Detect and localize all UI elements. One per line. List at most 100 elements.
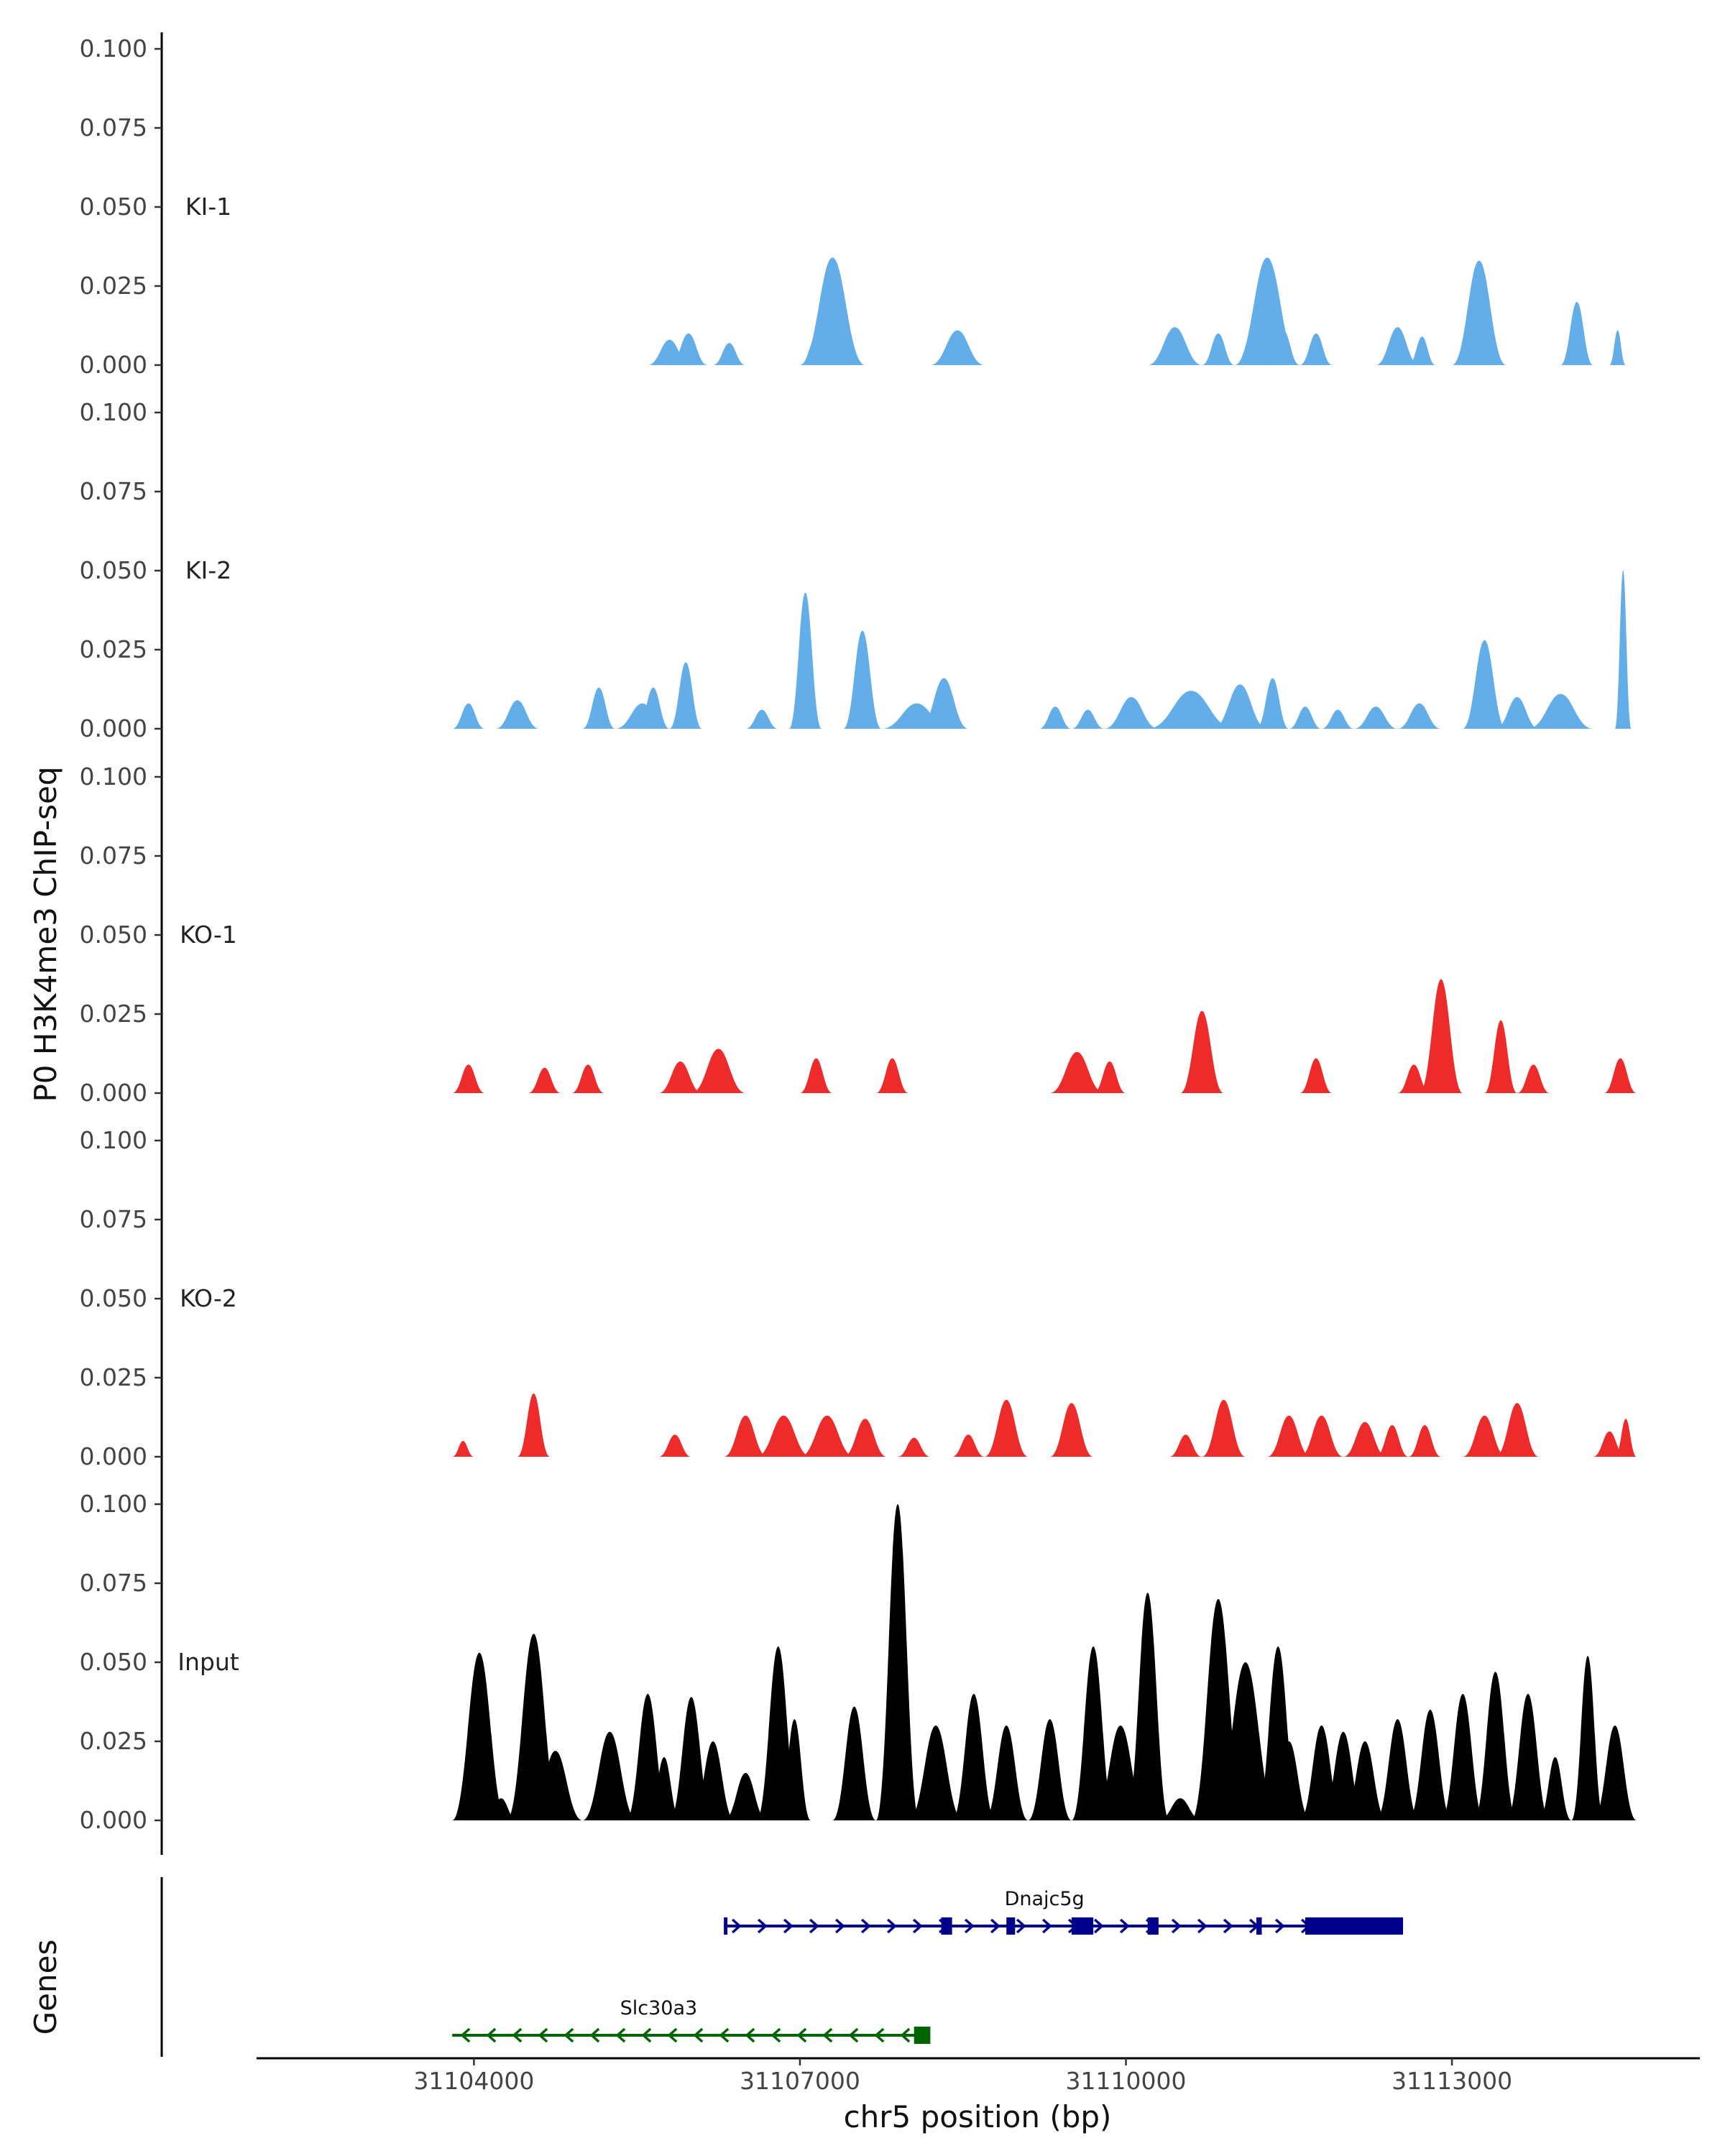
signal-peak <box>452 703 485 729</box>
signal-peak <box>875 1504 920 1820</box>
gene-exon <box>1071 1917 1094 1935</box>
signal-peak <box>1158 1798 1202 1820</box>
signal-peak <box>875 1058 909 1093</box>
track-label: KI-2 <box>185 556 231 584</box>
signal-peak <box>1408 1425 1441 1457</box>
signal-peak <box>1527 694 1593 729</box>
signal-peak <box>1506 1694 1550 1820</box>
gene-exon <box>941 1917 952 1935</box>
signal-peak <box>1147 691 1235 729</box>
signal-peak <box>984 1726 1029 1820</box>
signal-peak <box>1473 1672 1517 1820</box>
signal-peak <box>1495 1403 1540 1457</box>
y-axis-title: P0 H3K4me3 ChIP-seq <box>28 766 63 1102</box>
genes-axis-title: Genes <box>28 1940 63 2035</box>
x-tick-label: 31104000 <box>413 2067 534 2095</box>
signal-peak <box>952 1434 985 1457</box>
signal-peak <box>1604 1058 1637 1093</box>
strand-arrow <box>538 2027 548 2043</box>
signal-peak <box>1560 302 1593 365</box>
gene-track: Slc30a3 Dnajc5g <box>160 1877 1404 2057</box>
signal-peak <box>1147 327 1202 365</box>
signal-peak <box>1202 333 1235 365</box>
signal-peak <box>843 630 882 729</box>
gene-exon <box>1147 1917 1159 1935</box>
y-tick-label: 0.050 <box>80 1648 147 1676</box>
strand-arrow <box>1223 1918 1233 1934</box>
signal-peak <box>1614 571 1632 729</box>
y-tick-label: 0.000 <box>80 1079 147 1107</box>
y-tick-label: 0.050 <box>80 556 147 584</box>
signal-peak <box>1267 1741 1311 1820</box>
signal-peak <box>1397 1064 1430 1093</box>
signal-peak <box>669 333 708 365</box>
signal-peak <box>1071 709 1105 729</box>
strand-arrow <box>809 1918 819 1934</box>
gene-exon <box>1256 1917 1262 1935</box>
signal-peak <box>1463 640 1506 729</box>
gene-slc30a3: Slc30a3 <box>452 1997 931 2044</box>
signal-peak <box>1609 330 1626 365</box>
signal-peak <box>1180 1010 1224 1093</box>
signal-peak <box>1614 1419 1637 1457</box>
track-label: KO-2 <box>180 1284 237 1312</box>
track-ki-1: 0.000 0.025 0.050 0.075 0.100 KI-1 <box>80 32 1626 400</box>
strand-arrow <box>874 2027 885 2043</box>
strand-arrow <box>912 1918 923 1934</box>
signal-peak <box>1376 1425 1409 1457</box>
signal-peak <box>658 1434 691 1457</box>
signal-peak <box>637 687 670 729</box>
signal-peak <box>1300 333 1333 365</box>
track-ko-2: 0.000 0.025 0.050 0.075 0.100 KO-2 <box>80 1124 1637 1491</box>
strand-arrow <box>615 2027 626 2043</box>
strand-arrow <box>512 2027 523 2043</box>
signal-peak <box>1484 1020 1517 1093</box>
signal-peak <box>1408 1710 1453 1820</box>
signal-peak <box>484 1798 518 1820</box>
strand-arrow <box>783 1918 794 1934</box>
signal-peak <box>1049 1051 1105 1093</box>
signal-peak <box>517 1393 551 1457</box>
track-input: 0.000 0.025 0.050 0.075 0.100 Input <box>80 1488 1637 1855</box>
strand-arrow <box>1171 1918 1182 1934</box>
y-tick-label: 0.000 <box>80 714 147 742</box>
strand-arrow <box>770 2027 781 2043</box>
strand-arrow <box>1016 1918 1026 1934</box>
signal-peak <box>495 700 540 729</box>
signal-peak <box>691 1049 746 1093</box>
y-tick-label: 0.075 <box>80 114 147 142</box>
signal-peak <box>724 1415 768 1457</box>
signal-peak <box>1267 330 1300 365</box>
signal-peak <box>799 1058 833 1093</box>
x-tick-label: 31107000 <box>740 2067 860 2095</box>
strand-arrow <box>667 2027 678 2043</box>
y-tick-label: 0.050 <box>80 193 147 221</box>
signal-peak <box>1343 1741 1387 1820</box>
signal-peak <box>1039 706 1072 729</box>
x-axis: 31104000 31107000 31110000 31113000 <box>257 2057 1700 2095</box>
y-tick-label: 0.000 <box>80 1806 147 1834</box>
strand-arrow <box>719 2027 730 2043</box>
y-tick-label: 0.100 <box>80 34 147 63</box>
strand-arrow <box>822 2027 833 2043</box>
strand-arrow <box>860 1918 871 1934</box>
y-tick-label: 0.000 <box>80 1442 147 1470</box>
signal-peak <box>745 709 778 729</box>
signal-peak <box>1419 979 1463 1093</box>
y-tick-label: 0.025 <box>80 1727 147 1755</box>
gene-exon <box>1305 1917 1404 1935</box>
x-axis-title: chr5 position (bp) <box>844 2099 1112 2134</box>
strand-arrow <box>757 1918 768 1934</box>
strand-arrow <box>486 2027 497 2043</box>
signal-peak <box>788 592 822 729</box>
signal-peak <box>1321 709 1355 729</box>
signal-peak <box>843 1419 887 1457</box>
signal-peak <box>1289 706 1322 729</box>
signal-peak <box>582 1731 638 1820</box>
signal-peak <box>669 662 702 729</box>
y-tick-label: 0.100 <box>80 763 147 791</box>
signal-peak <box>1571 1656 1604 1820</box>
signal-peak <box>930 330 985 365</box>
signal-peak <box>713 343 746 365</box>
